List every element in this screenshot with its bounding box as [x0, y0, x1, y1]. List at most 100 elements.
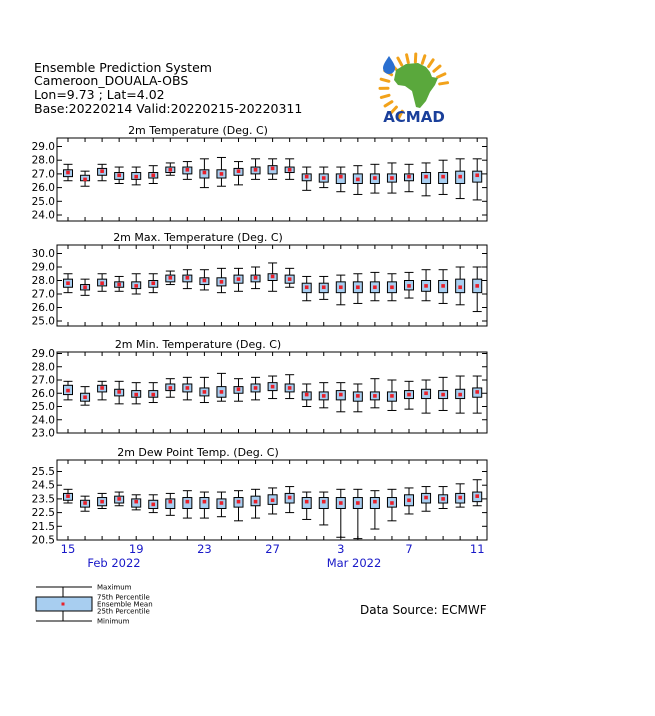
mean-marker [441, 392, 445, 397]
y-tick-label: 26.0 [32, 388, 55, 400]
mean-marker [339, 174, 343, 179]
mean-marker [151, 173, 156, 178]
mean-marker [441, 174, 445, 179]
legend-label: 25th Percentile [97, 608, 150, 616]
boxplot-2022-02-16 [80, 386, 91, 406]
y-tick-label: 26.0 [32, 182, 55, 194]
sun-ray [383, 100, 394, 108]
boxplot-2022-02-20 [148, 273, 159, 294]
mean-marker [339, 392, 343, 397]
boxplot-2022-02-21 [165, 162, 176, 176]
mean-marker [373, 499, 377, 504]
x-tick-label: 27 [265, 542, 280, 556]
y-tick-label: 22.5 [32, 507, 55, 519]
mean-marker [66, 494, 70, 498]
boxplot-2022-02-15 [63, 163, 73, 182]
chart-panel-2: 2m Max. Temperature (Deg. C) 30.0 29.028.0… [32, 231, 488, 328]
boxplot-2022-02-22 [182, 376, 193, 401]
mean-marker [287, 167, 292, 172]
boxplot-2022-02-22 [182, 161, 193, 180]
mean-marker [168, 276, 173, 280]
panel-title: 2m Temperature (Deg. C) [128, 124, 268, 137]
boxplot-2022-02-22 [182, 269, 193, 290]
header-station: Cameroon_DOUALA-OBS [34, 73, 189, 88]
boxplot-2022-02-24 [216, 491, 227, 518]
data-source-label: Data Source: ECMWF [360, 603, 487, 617]
mean-marker [253, 386, 258, 390]
plot-frame [56, 351, 488, 434]
mean-marker [66, 388, 70, 393]
mean-marker [236, 387, 241, 392]
x-month-label: Feb 2022 [87, 556, 140, 570]
y-tick-label: 28.0 [32, 155, 55, 167]
boxplot-2022-02-18 [114, 166, 125, 184]
boxplot-2022-02-25 [233, 378, 244, 402]
mean-marker [424, 284, 428, 288]
mean-marker [356, 285, 360, 290]
mean-marker [321, 176, 326, 180]
mean-marker [83, 501, 87, 505]
boxplot-2022-03-05 [369, 163, 380, 194]
y-tick-label: 25.0 [32, 401, 55, 413]
boxplot-2022-03-09 [438, 376, 449, 411]
mean-marker [270, 166, 275, 171]
boxplot-2022-03-10 [455, 483, 466, 508]
header-base-valid: Base:20220214 Valid:20220215-20220311 [34, 101, 303, 116]
mean-marker [373, 176, 377, 180]
mean-marker [475, 173, 479, 178]
boxplot-2022-02-19 [131, 382, 142, 405]
boxplot-2022-02-20 [148, 494, 159, 514]
mean-marker [458, 495, 462, 500]
boxplot-2022-02-27 [267, 158, 278, 180]
boxplot-2022-03-10 [455, 266, 466, 306]
mean-marker [202, 499, 207, 504]
boxplot-2022-02-21 [165, 270, 176, 286]
boxplot-2022-03-11 [472, 479, 483, 507]
mean-marker [117, 390, 121, 394]
mean-marker [100, 169, 104, 173]
acmad-logo-text: ACMAD [383, 108, 445, 126]
mean-marker [287, 386, 292, 390]
panel-title: 2m Dew Point Temp. (Deg. C) [117, 446, 279, 459]
mean-marker [151, 392, 156, 397]
mean-marker [66, 170, 70, 175]
mean-marker [168, 167, 173, 172]
mean-marker [321, 499, 326, 504]
y-tick-label: 27.0 [32, 289, 55, 301]
boxplot-2022-02-26 [250, 376, 261, 401]
mean-marker [253, 499, 258, 504]
boxplot-2022-02-25 [233, 490, 244, 522]
boxplot-2022-02-26 [250, 488, 261, 519]
sun-ray [438, 81, 450, 86]
y-tick-label: 30.0 [32, 248, 55, 260]
y-tick-label: 24.0 [32, 414, 55, 426]
x-tick-label: 11 [470, 542, 485, 556]
sun-ray [379, 93, 391, 99]
boxplot-2022-02-27 [267, 375, 278, 400]
boxplot-2022-02-27 [267, 262, 278, 292]
boxplot-2022-02-16 [80, 495, 91, 512]
mean-marker [441, 284, 445, 288]
boxplot-2022-02-26 [250, 266, 261, 290]
mean-marker [475, 390, 479, 394]
mean-marker [134, 392, 138, 397]
legend-label: Maximum [97, 584, 132, 592]
mean-marker [219, 172, 224, 176]
boxplot-2022-02-17 [97, 163, 108, 182]
y-tick-label: 24.0 [32, 210, 55, 222]
mean-marker [168, 386, 173, 390]
mean-marker [475, 284, 479, 288]
legend-label: Ensemble Mean [97, 601, 153, 609]
mean-marker [424, 174, 428, 179]
mean-marker [458, 392, 462, 397]
header-title: Ensemble Prediction System [34, 60, 212, 75]
water-drop-icon [383, 56, 395, 74]
mean-marker [134, 284, 138, 288]
boxplot-2022-02-21 [165, 492, 176, 516]
boxplot-2022-03-05 [369, 490, 380, 530]
sun-ray [420, 54, 427, 65]
boxplot-2022-03-08 [421, 162, 432, 197]
sun-ray [432, 64, 442, 73]
boxplot-2022-02-17 [97, 380, 108, 401]
